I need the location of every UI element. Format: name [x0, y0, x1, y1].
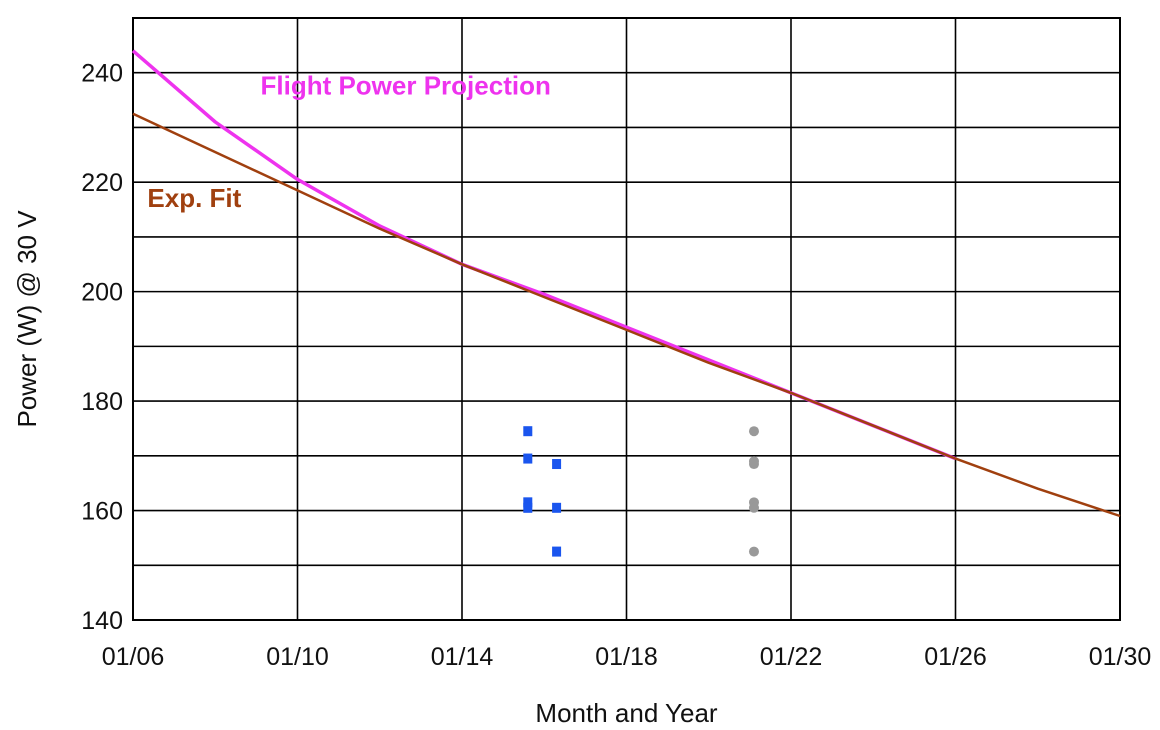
data-point-square [552, 502, 562, 513]
data-point-circle [748, 426, 759, 437]
x-tick-label: 01/18 [595, 643, 658, 671]
x-tick-label: 01/06 [102, 643, 165, 671]
data-point-circle [748, 459, 759, 470]
x-tick-label: 01/22 [760, 643, 823, 671]
y-tick-label: 200 [81, 279, 123, 307]
grid [133, 18, 1120, 620]
y-tick-label: 160 [81, 498, 123, 526]
x-tick-label: 01/10 [266, 643, 329, 671]
x-tick-label: 01/30 [1089, 643, 1152, 671]
data-point-square [552, 459, 562, 470]
y-tick-label: 140 [81, 607, 123, 635]
flight-power-projection-line [131, 49, 957, 461]
data-point-circle [748, 546, 759, 557]
y-axis-label: Power (W) @ 30 V [12, 210, 42, 428]
series-layer [131, 49, 1121, 557]
y-tick-label: 220 [81, 169, 123, 197]
y-tick-label: 180 [81, 388, 123, 416]
y-axis-ticks: 140 160 180 200 220 240 [81, 60, 123, 635]
x-axis-label: Month and Year [535, 698, 717, 728]
x-tick-label: 01/14 [431, 643, 494, 671]
y-tick-label: 240 [81, 60, 123, 88]
data-point-circle [748, 502, 759, 513]
exp-fit-label: Exp. Fit [147, 183, 241, 213]
flight-power-projection-label: Flight Power Projection [260, 71, 550, 101]
exp-fit-line [132, 112, 1121, 518]
data-point-square [523, 502, 533, 513]
data-point-square [523, 426, 533, 437]
x-axis-ticks: 01/06 01/10 01/14 01/18 01/22 01/26 01/30 [102, 643, 1152, 671]
data-point-square [552, 546, 562, 557]
plot-border [132, 17, 1121, 621]
data-point-square [523, 497, 533, 508]
series-annotations: Flight Power Projection Exp. Fit [147, 71, 550, 213]
data-point-square [523, 453, 533, 464]
x-tick-label: 01/26 [924, 643, 987, 671]
